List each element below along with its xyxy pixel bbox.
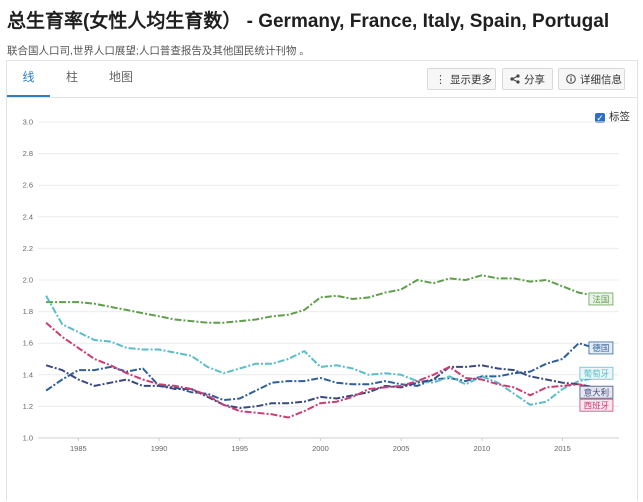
series-end-label-1: 法国 (588, 292, 614, 306)
y-tick-label: 2.8 (23, 149, 33, 158)
series-line-2 (45, 342, 611, 402)
series-end-label-5: 西班牙 (579, 398, 614, 412)
y-tick-label: 1.8 (23, 307, 33, 316)
source-note: 联合国人口司,世界人口展望;人口普查报告及其他国民统计刊物 。 (7, 45, 310, 57)
series-line-1 (46, 274, 612, 324)
info-icon (566, 69, 576, 91)
share-icon (510, 69, 520, 91)
x-tick-label: 2005 (393, 444, 410, 453)
x-tick-label: 1985 (70, 444, 87, 453)
series-end-label-2: 德国 (588, 341, 614, 355)
share-button[interactable]: 分享 (502, 68, 553, 90)
series-label-text: 葡萄牙 (584, 369, 610, 379)
series-label-tint (579, 367, 613, 380)
x-tick-label: 2000 (312, 444, 329, 453)
series-label-text: 德国 (592, 343, 609, 353)
chart-panel: 线 柱 地图 ⋮ 显示更多 分享 详细信息 ✓ 标签 1.0 1.2 1 (6, 60, 638, 501)
tab-line[interactable]: 线 (7, 61, 50, 97)
series-label-tint (579, 386, 613, 399)
y-tick-label: 2.0 (23, 276, 33, 285)
y-tick-label: 2.6 (23, 181, 33, 190)
series-label-text: 意大利 (584, 387, 610, 397)
series-label-box (588, 292, 614, 306)
series-end-label-4: 意大利 (579, 385, 614, 399)
y-tick-label: 1.4 (23, 370, 33, 379)
series-label-tint (588, 292, 613, 305)
y-tick-label: 1.6 (23, 339, 33, 348)
y-tick-label: 3.0 (23, 118, 33, 127)
series-label-box (588, 341, 614, 355)
x-tick-label: 2010 (473, 444, 490, 453)
y-tick-label: 1.2 (23, 402, 33, 411)
series-label-tint (588, 341, 613, 354)
labels-toggle[interactable]: ✓ 标签 (595, 111, 630, 123)
page-title: 总生育率(女性人均生育数） - Germany, France, Italy, … (7, 11, 610, 32)
line-chart: 1.0 1.2 1.4 1.6 1.8 2.0 2.2 2.4 2.6 2.8 3.0 1985 199… (23, 118, 619, 453)
series-label-box (579, 385, 614, 399)
series-line-3 (45, 295, 612, 406)
y-tick-label: 1.0 (23, 434, 33, 443)
tab-bar: 线 柱 地图 ⋮ 显示更多 分享 详细信息 (7, 61, 637, 98)
series-label-text: 西班牙 (584, 400, 610, 410)
x-tick-label: 1990 (151, 444, 168, 453)
x-tick-label: 2015 (554, 444, 571, 453)
y-tick-label: 2.2 (23, 244, 33, 253)
series-label-box (579, 398, 614, 412)
x-tick-label: 1995 (231, 444, 248, 453)
more-vertical-icon: ⋮ (435, 74, 446, 86)
series-line-4 (45, 364, 612, 409)
details-button[interactable]: 详细信息 (558, 68, 625, 90)
tab-map[interactable]: 地图 (108, 70, 133, 84)
series-label-text: 法国 (592, 294, 609, 304)
tab-bar-chart[interactable]: 柱 (65, 70, 78, 84)
checkbox-icon[interactable]: ✓ (595, 113, 605, 123)
series-line-5 (45, 321, 612, 419)
series-label-box (579, 366, 614, 380)
series-end-label-3: 葡萄牙 (579, 366, 614, 380)
y-tick-label: 2.4 (23, 212, 33, 221)
series-label-tint (579, 399, 613, 412)
show-more-button[interactable]: ⋮ 显示更多 (427, 68, 496, 90)
